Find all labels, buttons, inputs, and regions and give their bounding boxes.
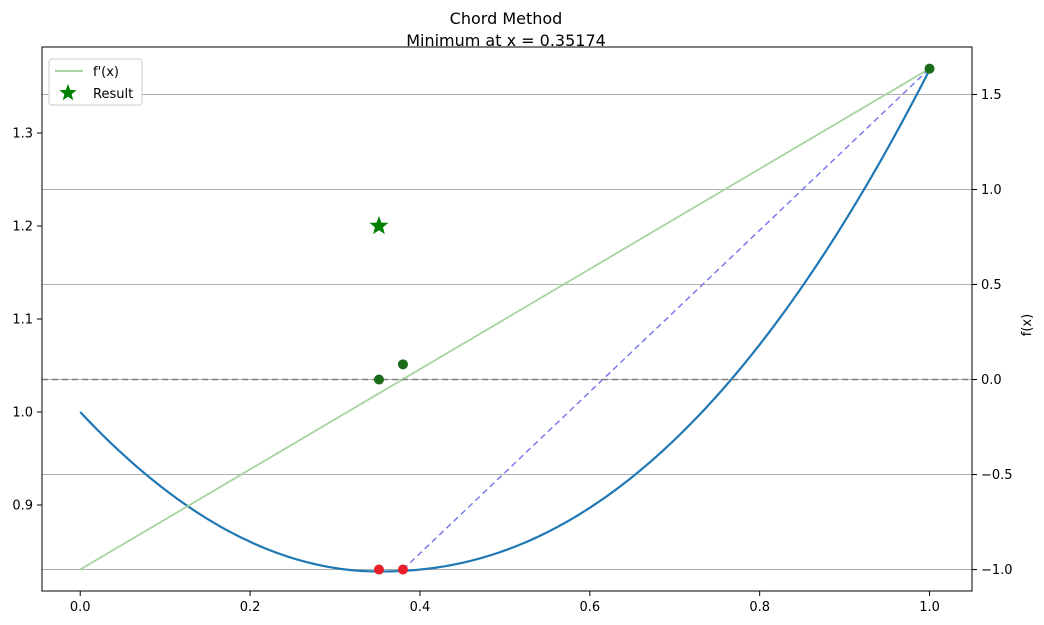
right-y-tick-label: −0.5 [981,468,1013,483]
result-star-marker [369,216,389,235]
x-axis-ticks: 0.0 0.2 0.4 0.6 0.8 1.0 [70,591,940,615]
x-tick-label: 0.4 [410,600,431,615]
points-layer [369,63,935,575]
x-tick-label: 0.6 [579,600,600,615]
iterate-green-2-marker [397,359,408,370]
left-y-tick-label: 1.1 [12,313,33,328]
left-y-tick-label: 0.9 [12,498,33,513]
right-y-tick-label: 1.5 [981,88,1002,103]
chart-subtitle: Minimum at x = 0.35174 [406,31,606,50]
legend-label-result: Result [93,87,133,102]
right-y-tick-label: −1.0 [981,563,1013,578]
right-y-tick-label: 0.5 [981,278,1002,293]
left-y-axis-ticks: 0.9 1.0 1.1 1.2 1.3 [12,127,42,513]
legend: f'(x) Result [48,58,143,106]
right-y-tick-label: 0.0 [981,373,1002,388]
legend-label-fprime: f'(x) [93,65,119,80]
endpoint-green-marker [924,63,935,74]
legend-star-icon [59,84,77,101]
x-tick-label: 0.2 [240,600,261,615]
grid-lines [42,94,972,571]
chart-title: Chord Method [450,9,563,28]
series-fprime-line [79,67,930,571]
iterate-green-1-marker [373,374,384,385]
x-tick-label: 0.0 [70,600,91,615]
iterate-red-1-marker [373,564,384,575]
left-y-tick-label: 1.3 [12,127,33,142]
right-y-tick-label: 1.0 [981,183,1002,198]
series-layer [42,67,972,573]
series-fx-curve [79,69,931,573]
chord-dashed-line [402,68,931,571]
x-tick-label: 0.8 [749,600,770,615]
right-y-axis-ticks: −1.0 −0.5 0.0 0.5 1.0 1.5 [972,88,1013,578]
right-y-axis-label: f(x) [1020,314,1035,336]
x-tick-label: 1.0 [919,600,940,615]
left-y-tick-label: 1.2 [12,220,33,235]
iterate-red-2-marker [397,564,408,575]
left-y-tick-label: 1.0 [12,405,33,420]
